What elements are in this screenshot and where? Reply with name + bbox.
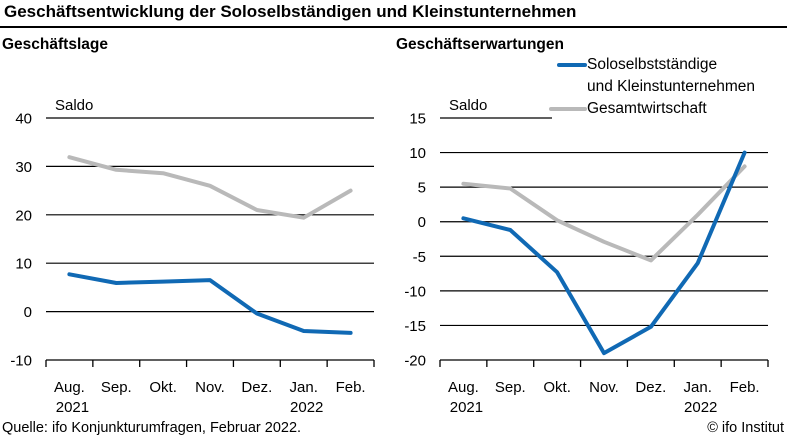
y-tick-label: 10: [409, 145, 426, 162]
series-line-gesamt: [67, 155, 353, 220]
x-tick-label: Aug.: [448, 379, 479, 396]
y-tick-label: -20: [404, 353, 426, 370]
x-tick-label: Dez.: [241, 379, 272, 396]
y-tick-label: 10: [15, 256, 32, 273]
chart-title-geschaeftslage: Geschäftslage: [2, 36, 108, 53]
x-tick-label: Jan.: [290, 379, 318, 396]
title-divider: [0, 26, 787, 28]
y-tick-label: 40: [15, 111, 32, 128]
y-tick-label: -15: [404, 318, 426, 335]
x-tick-label: Feb.: [336, 379, 366, 396]
y-tick-label: -5: [413, 249, 426, 266]
x-tick-label: Sep.: [495, 379, 526, 396]
series-line-solo: [461, 150, 747, 356]
series-line-solo: [67, 272, 353, 335]
y-tick-label: -10: [10, 353, 32, 370]
y-axis-unit-label: Saldo: [449, 97, 487, 114]
legend-label: Gesamtwirtschaft: [587, 100, 707, 117]
legend-swatch-cell: [548, 63, 587, 67]
y-tick-label: -10: [404, 283, 426, 300]
y-tick-label: 15: [409, 111, 426, 128]
series-line-gesamt: [461, 164, 747, 263]
x-year-label: 2021: [56, 399, 89, 416]
solo-line-swatch-icon: [557, 63, 587, 67]
y-tick-label: 30: [15, 159, 32, 176]
x-tick-label: Nov.: [195, 379, 225, 396]
figure-title: Geschäftsentwicklung der Soloselbständig…: [4, 2, 577, 21]
x-tick-label: Okt.: [543, 379, 571, 396]
legend: Soloselbstständige und Kleinstunternehme…: [548, 54, 786, 120]
x-tick-label: Nov.: [589, 379, 619, 396]
legend-swatch-cell: [548, 107, 587, 111]
chart-title-geschaeftserwartungen: Geschäftserwartungen: [396, 36, 564, 53]
x-tick-label: Dez.: [635, 379, 666, 396]
x-year-label: 2022: [290, 399, 323, 416]
y-tick-label: 20: [15, 207, 32, 224]
y-axis-unit-label: Saldo: [55, 97, 93, 114]
chart-geschaeftserwartungen: 15 10 5 0 -5 -10 -15 -20 Aug. Sep. Okt. Nov. Dez. Jan…: [404, 97, 769, 416]
legend-item-soloselbststaendige-line2: und Kleinstunternehmen: [587, 78, 756, 95]
x-year-label: 2021: [450, 399, 483, 416]
legend-item-gesamtwirtschaft: Gesamtwirtschaft: [548, 98, 786, 120]
x-tick-label: Sep.: [101, 379, 132, 396]
gesamt-line-swatch-icon: [549, 107, 587, 111]
x-tick-label: Jan.: [684, 379, 712, 396]
x-tick-label: Feb.: [730, 379, 760, 396]
y-tick-label: 5: [418, 180, 426, 197]
chart-geschaeftslage: 40 30 20 10 0 -10 Aug. Sep. Okt. Nov. Dez. Jan. Feb.…: [10, 97, 375, 416]
copyright-note: © ifo Institut: [707, 420, 784, 436]
x-tick-label: Aug.: [54, 379, 85, 396]
x-tick-label: Okt.: [149, 379, 177, 396]
legend-item-soloselbststaendige: Soloselbstständige: [548, 54, 786, 76]
x-year-label: 2022: [684, 399, 717, 416]
legend-label: Soloselbstständige: [587, 56, 718, 73]
y-tick-label: 0: [418, 214, 426, 231]
source-note: Quelle: ifo Konjunkturumfragen, Februar …: [2, 420, 302, 436]
y-tick-label: 0: [24, 304, 32, 321]
